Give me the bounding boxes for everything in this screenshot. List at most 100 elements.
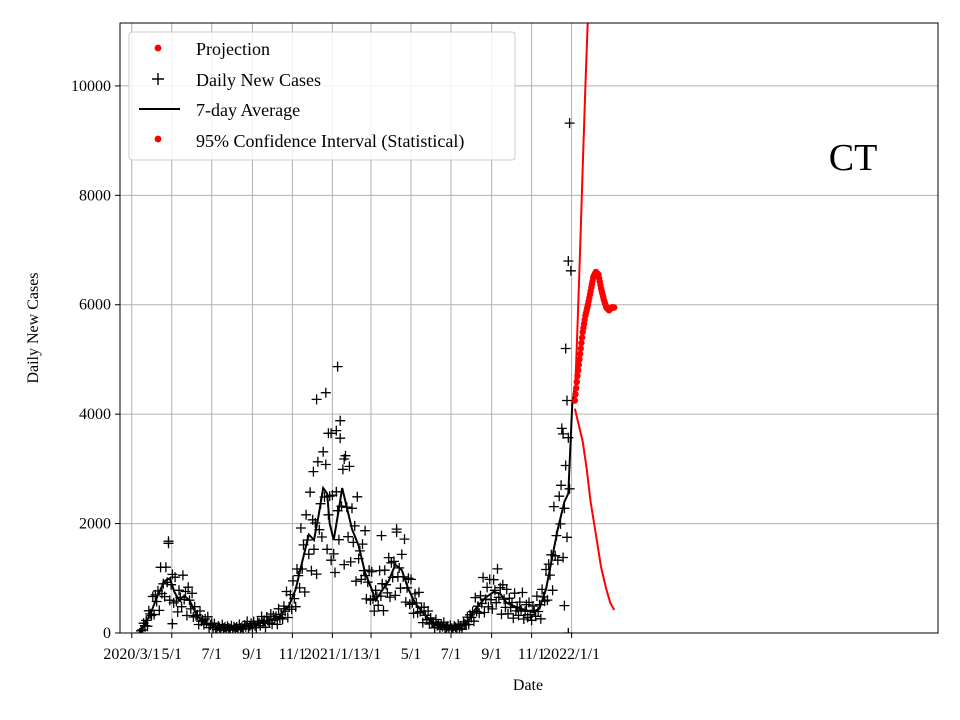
daily-case-point bbox=[136, 625, 146, 633]
daily-case-point bbox=[558, 428, 569, 439]
daily-case-point bbox=[366, 566, 377, 577]
daily-case-point bbox=[339, 559, 350, 570]
x-tick-label: 2021/1/1 bbox=[304, 646, 361, 663]
daily-case-point bbox=[564, 483, 575, 494]
daily-case-point bbox=[475, 590, 486, 601]
daily-case-point bbox=[331, 486, 342, 497]
daily-case-point bbox=[491, 597, 502, 608]
daily-case-point bbox=[454, 623, 465, 633]
daily-case-point bbox=[226, 620, 237, 631]
legend-projection-marker bbox=[154, 44, 162, 52]
daily-case-point bbox=[541, 564, 551, 575]
daily-case-point bbox=[411, 598, 422, 608]
daily-case-point bbox=[150, 589, 161, 600]
daily-case-point bbox=[517, 587, 528, 598]
series-ci-lower bbox=[573, 408, 616, 611]
daily-case-point bbox=[311, 569, 322, 580]
legend-daily-label: Daily New Cases bbox=[196, 70, 321, 90]
daily-case-point bbox=[277, 614, 288, 624]
daily-case-point bbox=[412, 607, 423, 618]
daily-case-point bbox=[423, 606, 434, 616]
projection-point bbox=[576, 356, 583, 363]
daily-case-point bbox=[179, 594, 190, 605]
daily-case-point bbox=[545, 570, 555, 581]
daily-case-point bbox=[282, 612, 293, 623]
daily-case-point bbox=[187, 588, 198, 599]
x-axis-label: Date bbox=[513, 677, 543, 694]
x-tick-label: 3/1 bbox=[361, 646, 381, 663]
daily-case-point bbox=[370, 585, 381, 596]
daily-case-point bbox=[167, 618, 178, 629]
daily-case-point bbox=[301, 509, 312, 520]
daily-case-point bbox=[425, 613, 436, 623]
projection-point bbox=[578, 334, 586, 341]
daily-case-point bbox=[563, 628, 574, 633]
daily-case-point bbox=[357, 539, 368, 550]
daily-case-point bbox=[391, 524, 402, 535]
x-tick-label: 2020/3/1 bbox=[103, 646, 160, 663]
daily-case-point bbox=[542, 595, 553, 606]
daily-case-point bbox=[413, 587, 424, 598]
y-tick-label: 6000 bbox=[79, 297, 111, 314]
daily-case-point bbox=[360, 525, 371, 536]
daily-case-point bbox=[141, 615, 152, 626]
daily-case-point bbox=[174, 585, 184, 596]
daily-case-point bbox=[142, 621, 153, 632]
daily-case-point bbox=[531, 591, 542, 602]
daily-case-point bbox=[312, 456, 323, 467]
y-tick-label: 8000 bbox=[79, 187, 111, 204]
daily-case-point bbox=[137, 624, 148, 633]
daily-case-point bbox=[255, 620, 266, 631]
daily-case-point bbox=[172, 606, 183, 617]
x-tick-label: 9/1 bbox=[481, 646, 501, 663]
confidence-interval-layer bbox=[573, 23, 616, 611]
projection-point bbox=[611, 304, 618, 311]
daily-case-point bbox=[326, 555, 337, 566]
daily-case-point bbox=[154, 605, 165, 616]
daily-case-point bbox=[559, 503, 570, 514]
daily-case-point bbox=[530, 611, 541, 622]
x-tick-label: 2022/1/1 bbox=[543, 646, 600, 663]
daily-case-point bbox=[305, 487, 316, 498]
daily-case-point bbox=[353, 553, 364, 564]
daily-case-point bbox=[320, 387, 331, 398]
daily-case-point bbox=[478, 572, 489, 583]
daily-case-point bbox=[191, 610, 201, 621]
daily-case-point bbox=[326, 428, 337, 439]
legend-daily-marker bbox=[152, 73, 164, 85]
daily-case-point bbox=[272, 619, 283, 630]
daily-case-point bbox=[551, 530, 562, 541]
daily-case-point bbox=[333, 534, 344, 545]
daily-case-point bbox=[347, 503, 357, 514]
daily-case-point bbox=[470, 592, 481, 603]
daily-case-point bbox=[335, 415, 346, 426]
daily-case-point bbox=[513, 610, 524, 621]
daily-case-point bbox=[487, 603, 498, 614]
daily-case-point bbox=[559, 600, 570, 611]
daily-case-point bbox=[160, 562, 171, 573]
daily-case-point bbox=[184, 595, 195, 606]
daily-case-point bbox=[273, 603, 284, 614]
daily-case-point bbox=[195, 606, 205, 616]
daily-case-point bbox=[303, 549, 314, 560]
daily-case-point bbox=[310, 518, 321, 528]
daily-case-point bbox=[488, 574, 499, 585]
daily-case-point bbox=[398, 571, 409, 582]
daily-case-point bbox=[293, 570, 304, 581]
daily-case-point bbox=[337, 464, 348, 475]
daily-case-point bbox=[146, 610, 157, 621]
daily-case-point bbox=[369, 606, 380, 617]
projection-point bbox=[572, 391, 579, 398]
daily-case-point bbox=[389, 556, 399, 567]
daily-case-point bbox=[394, 562, 405, 573]
daily-case-point bbox=[556, 480, 567, 491]
axes-frame bbox=[119, 22, 939, 634]
daily-case-point bbox=[289, 593, 300, 604]
daily-case-point bbox=[364, 565, 375, 576]
daily-case-point bbox=[547, 585, 558, 596]
daily-case-point bbox=[308, 466, 319, 477]
daily-case-point bbox=[555, 518, 566, 529]
daily-case-point bbox=[533, 606, 544, 617]
daily-case-point bbox=[527, 601, 538, 611]
